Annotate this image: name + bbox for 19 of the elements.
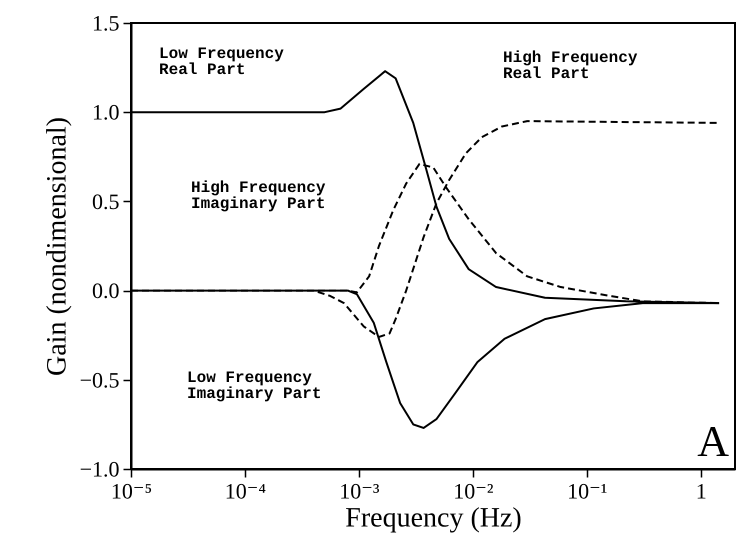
x-axis-title: Frequency (Hz) (345, 502, 522, 534)
annotation: High Frequency Real Part (503, 49, 638, 83)
x-tick-label: 10⁻⁵ (110, 478, 152, 504)
y-tick-label: 1.5 (92, 10, 120, 36)
y-tick-label: −0.5 (80, 367, 120, 392)
x-tick-label: 10⁻² (453, 478, 494, 504)
annotation: Low Frequency Imaginary Part (187, 369, 322, 403)
annotation: Low Frequency Real Part (159, 45, 284, 79)
x-tick-label: 1 (696, 478, 707, 504)
annotation: A (697, 417, 730, 466)
y-tick-label: 1.0 (92, 100, 120, 125)
y-tick-label: 0.5 (92, 188, 120, 214)
y-tick-label: −1.0 (80, 456, 120, 482)
y-tick-label: 0.0 (92, 278, 120, 304)
x-tick-label: 10⁻⁴ (224, 478, 266, 504)
x-tick-label: 10⁻³ (339, 478, 380, 504)
y-axis-title: Gain (nondimensional) (42, 117, 73, 376)
annotation: High Frequency Imaginary Part (191, 179, 326, 213)
x-tick-label: 10⁻¹ (567, 478, 608, 504)
